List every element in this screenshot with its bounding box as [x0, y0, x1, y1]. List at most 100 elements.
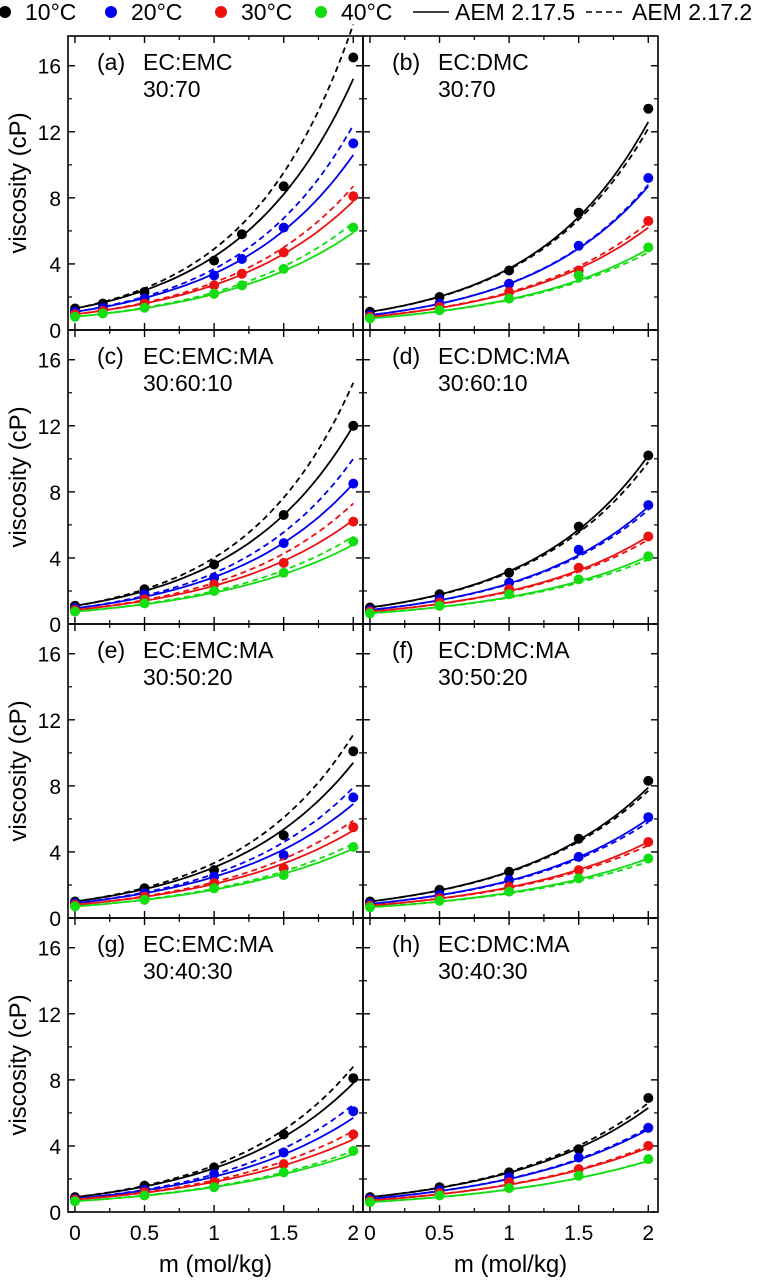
data-point: [209, 1182, 220, 1193]
data-point: [643, 775, 654, 786]
y-tick-label: 4: [49, 842, 61, 865]
y-tick-label: 0: [49, 908, 61, 931]
data-point: [573, 521, 584, 532]
y-axis-titles: viscosity (cP) viscosity (cP) viscosity (c…: [5, 112, 32, 1135]
data-point: [643, 1140, 654, 1151]
y-tick-label: 0: [49, 320, 61, 343]
data-point: [278, 1129, 289, 1140]
data-point: [139, 302, 150, 313]
data-point: [504, 567, 515, 578]
data-point: [278, 1159, 289, 1170]
legend-label-3: 40°C: [341, 0, 392, 25]
data-point: [348, 420, 359, 431]
y-axis-title: viscosity (cP): [5, 112, 32, 253]
data-point: [236, 268, 247, 279]
data-point: [643, 242, 654, 253]
panel-solvent: EC:DMC:MA: [438, 931, 570, 957]
y-tick-label: 0: [49, 1202, 61, 1225]
data-point: [348, 1106, 359, 1117]
x-axis-title: m (mol/kg): [454, 1251, 567, 1278]
data-point: [504, 886, 515, 897]
y-tick-label: 12: [38, 416, 61, 439]
panel-solvent: EC:EMC: [143, 49, 232, 75]
y-tick-label: 8: [49, 776, 61, 799]
panel-ratio: 30:40:30: [143, 958, 233, 984]
data-point: [573, 1152, 584, 1163]
legend-label-5: AEM 2.17.2: [632, 0, 752, 25]
data-point: [348, 516, 359, 527]
legend-marker-0: [0, 6, 11, 18]
data-point: [573, 873, 584, 884]
data-point: [348, 1073, 359, 1084]
y-tick-label: 12: [38, 710, 61, 733]
y-axis-title: viscosity (cP): [5, 406, 32, 547]
data-point: [348, 52, 359, 63]
data-point: [643, 500, 654, 511]
panel-letter: (h): [392, 931, 420, 957]
data-point: [573, 544, 584, 555]
data-point: [278, 263, 289, 274]
data-point: [573, 865, 584, 876]
legend-label-1: 20°C: [131, 0, 182, 25]
data-point: [236, 254, 247, 264]
data-point: [236, 229, 247, 240]
data-point: [643, 173, 654, 183]
y-tick-label: 8: [49, 1070, 61, 1093]
data-point: [70, 1196, 80, 1207]
data-point: [348, 478, 359, 489]
panel-letter: (c): [97, 343, 124, 369]
legend: 10°C 20°C 30°C 40°C AEM 2.17.5 AEM 2.17.2: [0, 0, 752, 25]
data-point: [139, 894, 150, 905]
data-point: [643, 531, 654, 542]
panel-letter: (e): [97, 637, 125, 663]
series-line-dashed-3: [369, 860, 649, 909]
x-tick-label: 2: [347, 1222, 359, 1245]
data-point: [348, 222, 359, 233]
data-point: [504, 589, 515, 600]
data-point: [573, 1170, 584, 1181]
data-point: [504, 278, 515, 289]
data-point: [643, 1154, 654, 1165]
y-tick-label: 4: [49, 254, 61, 277]
data-point: [278, 830, 289, 841]
data-point: [348, 536, 359, 547]
y-tick-label: 16: [38, 938, 61, 961]
x-axis-title: m (mol/kg): [159, 1251, 272, 1278]
data-point: [97, 308, 108, 319]
y-tick-label: 8: [49, 188, 61, 211]
y-tick-label: 8: [49, 482, 61, 505]
data-point: [573, 851, 584, 862]
data-point: [209, 288, 220, 299]
series-line-dashed-0: [74, 734, 355, 903]
x-tick-label: 0.5: [130, 1222, 159, 1245]
data-point: [209, 559, 220, 570]
panel-letter: (d): [392, 343, 420, 369]
y-tick-label: 0: [49, 614, 61, 637]
x-tick-label: 2: [642, 1222, 654, 1245]
panel-solvent: EC:DMC: [438, 49, 529, 75]
panel-letter: (b): [392, 49, 420, 75]
y-tick-label: 4: [49, 1136, 61, 1159]
panel-ratio: 30:60:10: [438, 370, 528, 396]
y-axis-title: viscosity (cP): [5, 994, 32, 1135]
data-point: [278, 1147, 289, 1158]
data-point: [209, 255, 220, 266]
data-point: [278, 181, 289, 192]
data-point: [504, 265, 515, 276]
data-point: [209, 280, 220, 291]
y-tick-label: 16: [38, 644, 61, 667]
data-point: [573, 270, 584, 281]
data-point: [70, 606, 80, 617]
data-point: [278, 1167, 289, 1178]
panel-letter: (g): [97, 931, 125, 957]
data-point: [278, 557, 289, 568]
panel-letter: (a): [97, 49, 125, 75]
legend-label-0: 10°C: [25, 0, 76, 25]
data-point: [434, 895, 445, 906]
